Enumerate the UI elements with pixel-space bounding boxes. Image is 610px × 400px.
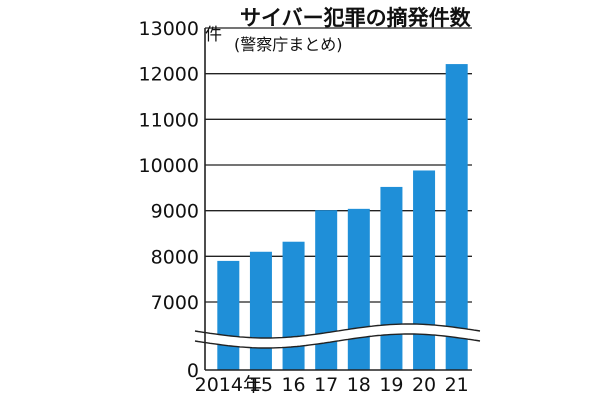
x-tick-label: 19 — [379, 374, 403, 396]
bar-0 — [217, 260, 240, 370]
chart-subtitle: (警察庁まとめ) — [234, 35, 343, 54]
axis-break — [194, 323, 481, 349]
y-tick-label: 11000 — [139, 109, 199, 131]
x-tick-label: 20 — [412, 374, 436, 396]
bar-5 — [380, 186, 403, 370]
y-tick-label: 9000 — [151, 201, 199, 223]
y-tick-labels: 13000 12000 11000 10000 9000 8000 7000 0 — [139, 18, 199, 382]
x-tick-label: 17 — [314, 374, 338, 396]
y-unit-label: 件 — [205, 25, 222, 45]
axis-break-band — [195, 324, 480, 348]
chart-title: サイバー犯罪の摘発件数 — [240, 6, 472, 30]
bar-4 — [347, 208, 370, 370]
bar-3 — [315, 210, 338, 370]
x-tick-label: 15 — [249, 374, 273, 396]
x-tick-label: 21 — [445, 374, 469, 396]
bar-1 — [249, 251, 272, 370]
y-tick-label: 8000 — [151, 246, 199, 268]
axis-break-line — [194, 323, 481, 339]
x-tick-label: 16 — [281, 374, 305, 396]
gridlines — [205, 27, 472, 303]
y-tick-label: 7000 — [151, 292, 199, 314]
axis-break-line — [194, 333, 481, 349]
bar-7 — [445, 64, 468, 371]
x-tick-label: 18 — [347, 374, 371, 396]
y-tick-label: 0 — [187, 360, 199, 382]
x-tick-label: 2014年 — [195, 374, 262, 396]
axes — [204, 28, 472, 371]
y-tick-label: 10000 — [139, 155, 199, 177]
bar-6 — [413, 170, 436, 370]
bar-2 — [282, 241, 305, 370]
y-tick-label: 12000 — [139, 64, 199, 86]
y-tick-label: 13000 — [139, 18, 199, 40]
